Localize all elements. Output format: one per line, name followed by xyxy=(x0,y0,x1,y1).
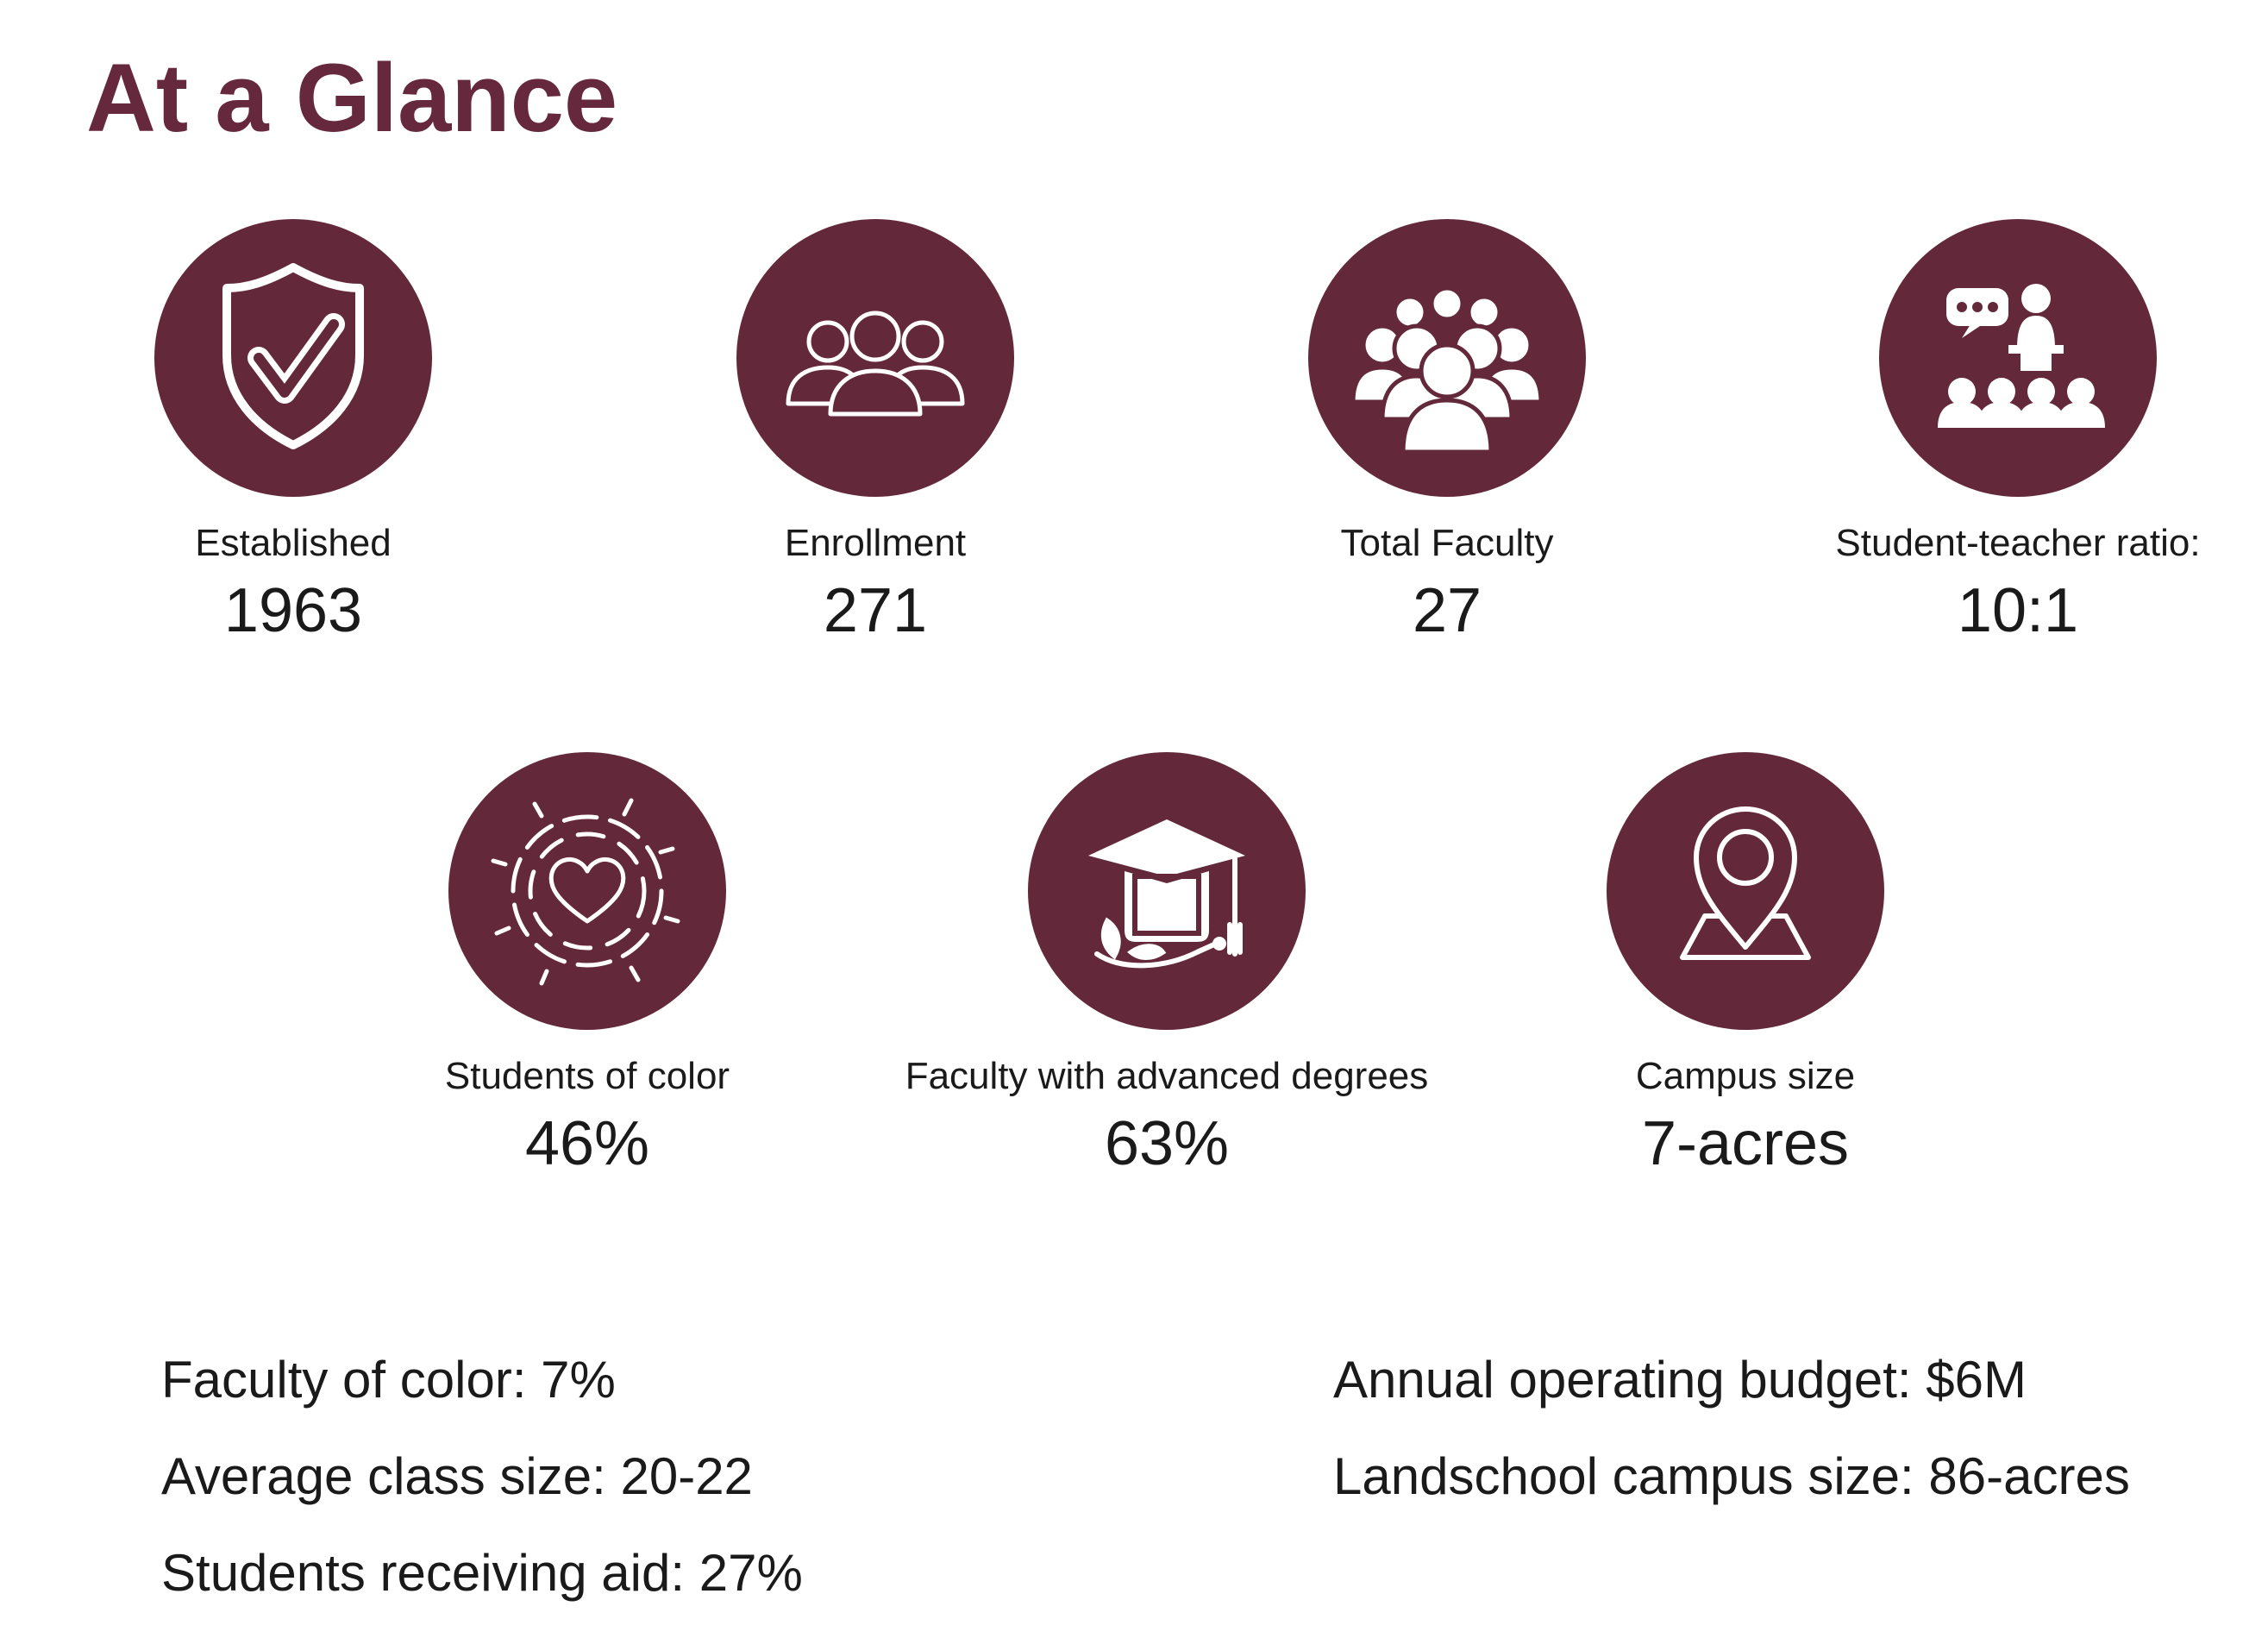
stat-campus-size: Campus size 7-acres xyxy=(1444,752,2047,1175)
stat-value: 7-acres xyxy=(1641,1109,1850,1178)
stat-icon-circle xyxy=(1607,752,1884,1030)
stat-icon-circle xyxy=(1028,752,1306,1030)
stat-faculty-advanced-degrees: Faculty with advanced degrees 63% xyxy=(865,752,1469,1175)
stat-icon-circle xyxy=(154,219,432,497)
stat-label: Established xyxy=(195,522,392,564)
stat-students-of-color: Students of color 46% xyxy=(285,752,889,1175)
fact-faculty-of-color: Faculty of color: 7% xyxy=(161,1351,616,1409)
stat-value: 46% xyxy=(524,1109,650,1178)
stat-label: Student-teacher ratio: xyxy=(1835,522,2201,564)
stat-icon-circle xyxy=(736,219,1014,497)
stat-icon-circle xyxy=(1879,219,2157,497)
teacher-presentation-icon xyxy=(1938,284,2105,428)
stat-established: Established 1963 xyxy=(0,219,595,642)
stat-student-teacher-ratio: Student-teacher ratio: 10:1 xyxy=(1716,219,2268,642)
stat-value: 271 xyxy=(823,576,928,645)
fact-students-receiving-aid: Students receiving aid: 27% xyxy=(161,1544,803,1602)
stat-value: 10:1 xyxy=(1957,576,2079,645)
stat-icon-circle xyxy=(448,752,726,1030)
stat-enrollment: Enrollment 271 xyxy=(573,219,1177,642)
stat-icon-circle xyxy=(1308,219,1586,497)
shield-check-icon xyxy=(222,263,364,449)
stat-label: Enrollment xyxy=(784,522,967,564)
facts-left-list: Faculty of color: 7% Average class size:… xyxy=(161,1354,803,1644)
stat-label: Students of color xyxy=(444,1055,730,1097)
stat-label: Faculty with advanced degrees xyxy=(905,1055,1429,1097)
map-pin-icon xyxy=(1680,806,1811,960)
stat-value: 1963 xyxy=(223,576,363,645)
stat-value: 63% xyxy=(1104,1109,1230,1178)
graduation-cap-icon xyxy=(1088,819,1245,969)
crowd-icon xyxy=(1350,286,1544,455)
fact-landschool-campus-size: Landschool campus size: 86-acres xyxy=(1333,1447,2130,1505)
stat-label: Total Faculty xyxy=(1340,522,1554,564)
page-title: At a Glance xyxy=(86,44,618,152)
fact-annual-operating-budget: Annual operating budget: $6M xyxy=(1333,1351,2027,1409)
stat-total-faculty: Total Faculty 27 xyxy=(1145,219,1749,642)
hands-heart-icon xyxy=(491,798,680,986)
facts-right-list: Annual operating budget: $6M Landschool … xyxy=(1333,1354,2130,1547)
stat-value: 27 xyxy=(1412,576,1482,645)
fact-average-class-size: Average class size: 20-22 xyxy=(161,1447,753,1505)
stat-label: Campus size xyxy=(1635,1055,1856,1097)
group-outline-icon xyxy=(786,311,965,417)
